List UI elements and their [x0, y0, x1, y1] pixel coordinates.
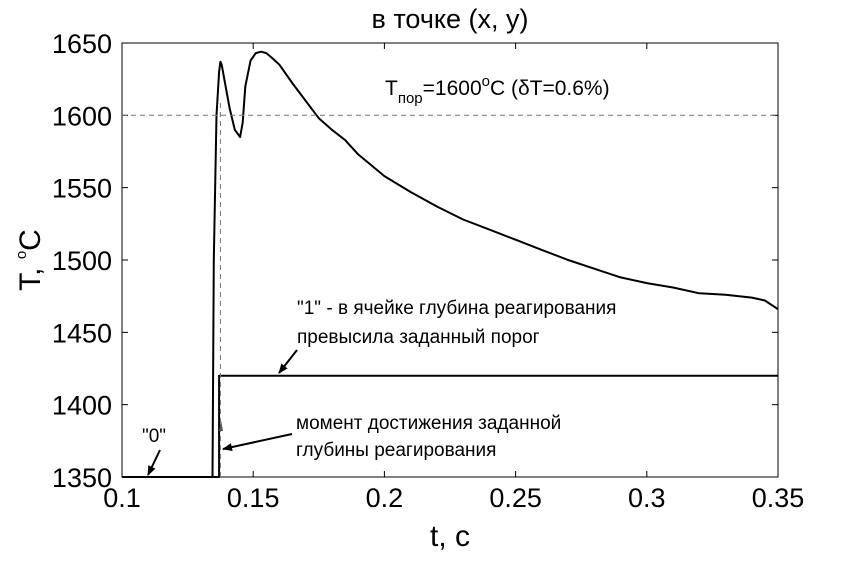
x-tick-label: 0.3: [628, 483, 666, 513]
y-axis-ticks: 1350 1400 1450 1500 1550 1600 1650: [52, 29, 778, 493]
y-tick-label: 1450: [52, 318, 112, 348]
y-tick-label: 1550: [52, 174, 112, 204]
y-axis-label-group: T, oC: [13, 229, 47, 291]
moment-label-line1: момент достижения заданной: [296, 413, 561, 434]
y-axis-label-sup: o: [13, 251, 30, 259]
x-tick-label: 0.2: [366, 483, 404, 513]
y-tick-label: 1500: [52, 246, 112, 276]
one-state-label-line1: "1" - в ячейке глубина реагирования: [297, 298, 616, 319]
y-axis-label-main: T,: [14, 259, 47, 291]
chart-title: в точке (x, y): [371, 4, 528, 34]
y-tick-label: 1650: [52, 29, 112, 59]
x-axis-ticks: 0.1 0.15 0.2 0.25 0.3 0.35: [103, 43, 804, 513]
x-axis-label: t, c: [430, 520, 470, 553]
threshold-tail: C (δT=0.6%): [490, 77, 610, 100]
y-tick-label: 1350: [52, 463, 112, 493]
y-tick-label: 1600: [52, 101, 112, 131]
temperature-line: [122, 50, 779, 478]
moment-triangle-marker: [219, 420, 223, 431]
threshold-annotation: Tпор=1600oC (δT=0.6%): [385, 73, 610, 107]
threshold-T: T: [385, 77, 398, 100]
series-layer: [122, 50, 779, 478]
indicator-step-line: [122, 374, 778, 478]
moment-arrow: [222, 433, 293, 451]
y-tick-label: 1400: [52, 391, 112, 421]
x-tick-label: 0.35: [752, 483, 805, 513]
moment-label-line2: глубины реагирования: [296, 440, 496, 461]
threshold-value: =1600: [423, 77, 482, 100]
threshold-sub: пор: [398, 90, 423, 107]
x-tick-label: 0.15: [227, 483, 280, 513]
threshold-sup: o: [482, 73, 490, 90]
x-tick-label: 0.1: [103, 483, 141, 513]
x-tick-label: 0.25: [489, 483, 542, 513]
one-state-arrow: [278, 349, 298, 374]
zero-state-label: "0": [142, 426, 166, 447]
y-axis-label: T, oC: [13, 229, 47, 291]
zero-state-arrow: [147, 449, 161, 476]
y-axis-label-unit: C: [14, 229, 47, 251]
one-state-label-line2: превысила заданный порог: [297, 327, 540, 348]
